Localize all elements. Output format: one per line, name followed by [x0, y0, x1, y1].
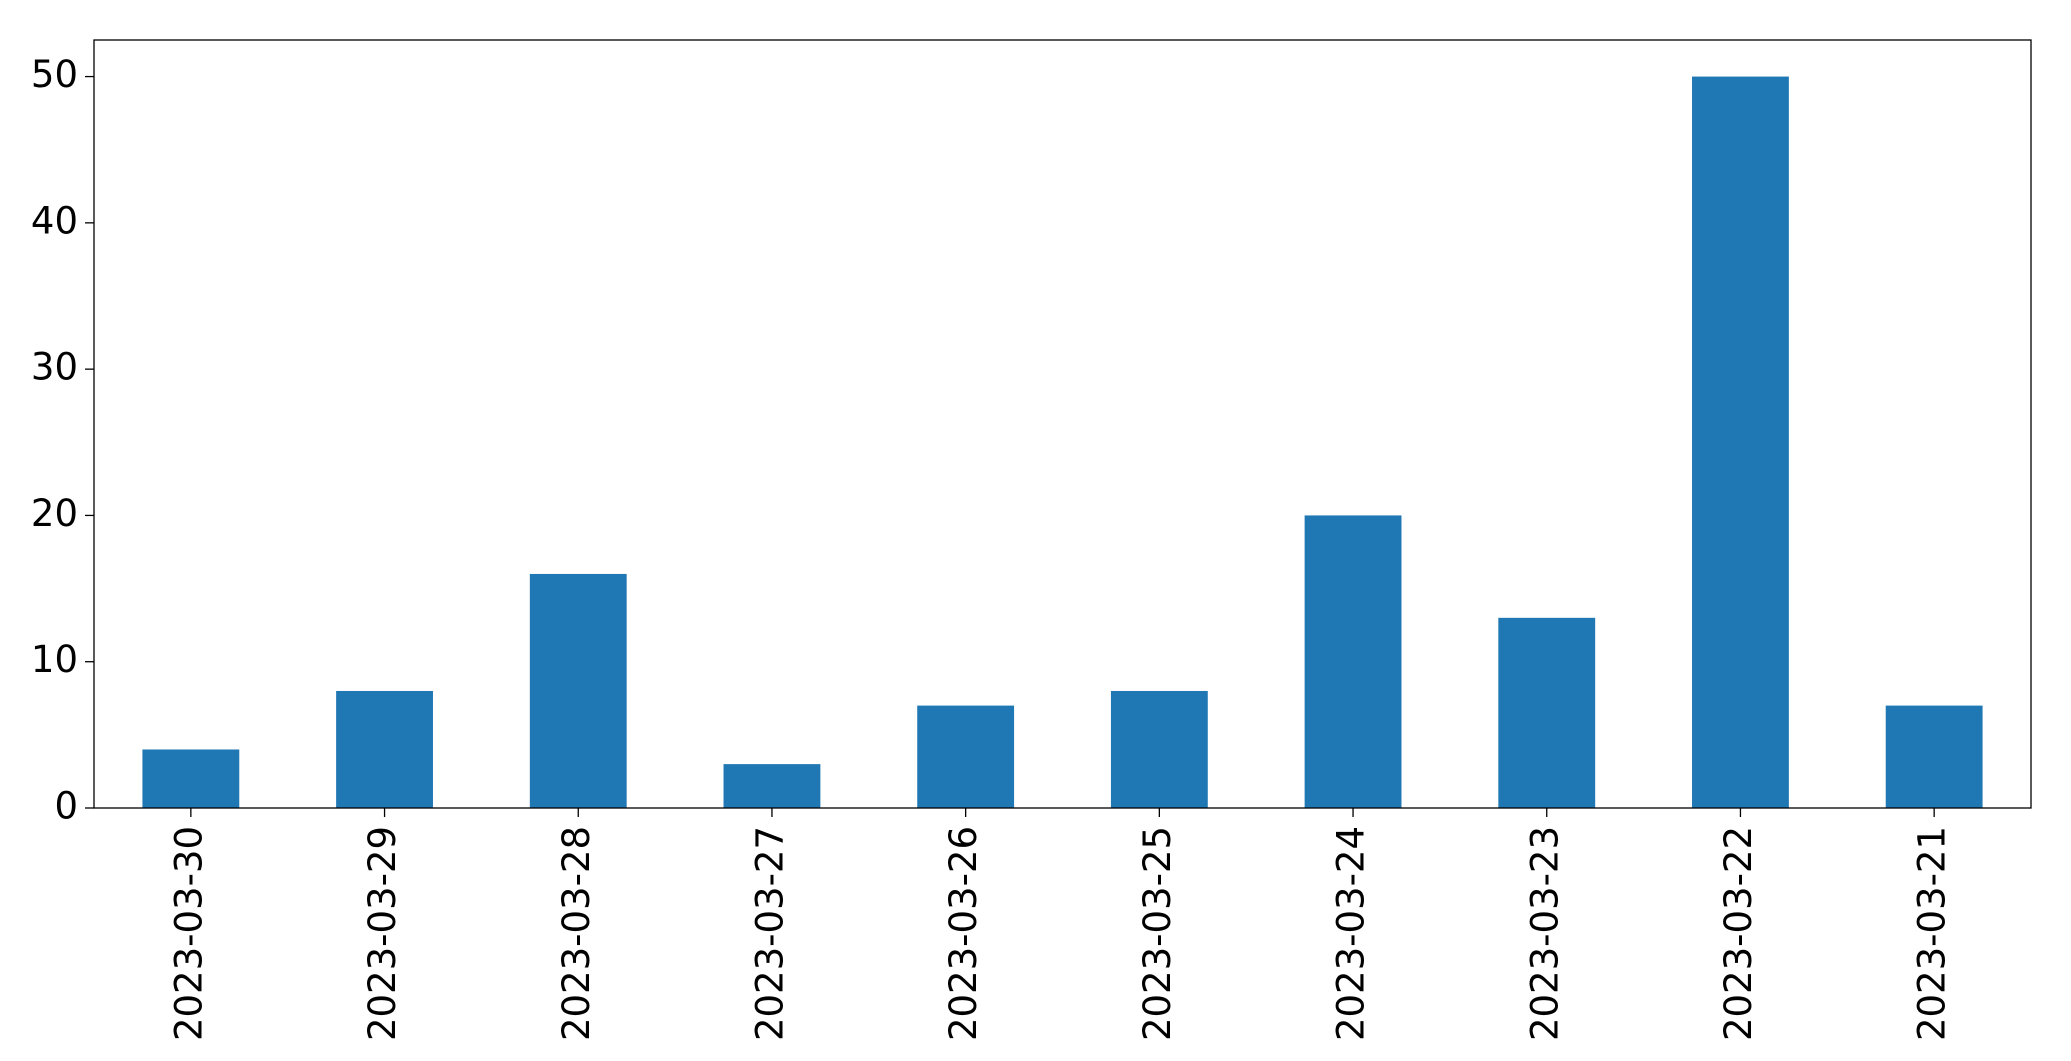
x-tick-label: 2023-03-29 — [361, 826, 404, 1041]
bar — [1304, 515, 1402, 808]
bar — [723, 764, 821, 808]
x-tick-label: 2023-03-27 — [748, 826, 791, 1041]
x-tick-label: 2023-03-21 — [1911, 826, 1954, 1041]
y-tick-label: 20 — [31, 492, 78, 535]
bar — [917, 705, 1015, 808]
x-tick-label: 2023-03-22 — [1717, 826, 1760, 1041]
x-tick-label: 2023-03-26 — [942, 826, 985, 1041]
y-tick-label: 10 — [31, 638, 78, 681]
bar — [1498, 617, 1596, 808]
bar — [1110, 690, 1208, 808]
y-tick-label: 0 — [54, 785, 78, 828]
bar — [529, 573, 627, 808]
y-tick-label: 30 — [31, 346, 78, 389]
x-tick-label: 2023-03-30 — [167, 826, 210, 1041]
y-tick-label: 50 — [31, 53, 78, 96]
bar — [1885, 705, 1983, 808]
y-tick-label: 40 — [31, 199, 78, 242]
x-tick-label: 2023-03-25 — [1136, 826, 1179, 1041]
bar — [1692, 76, 1789, 809]
plot-frame — [93, 39, 2032, 809]
bar — [336, 690, 433, 808]
x-tick-label: 2023-03-24 — [1330, 826, 1373, 1041]
x-tick-label: 2023-03-23 — [1523, 826, 1566, 1041]
x-tick-label: 2023-03-28 — [555, 826, 598, 1041]
bar — [142, 749, 240, 808]
